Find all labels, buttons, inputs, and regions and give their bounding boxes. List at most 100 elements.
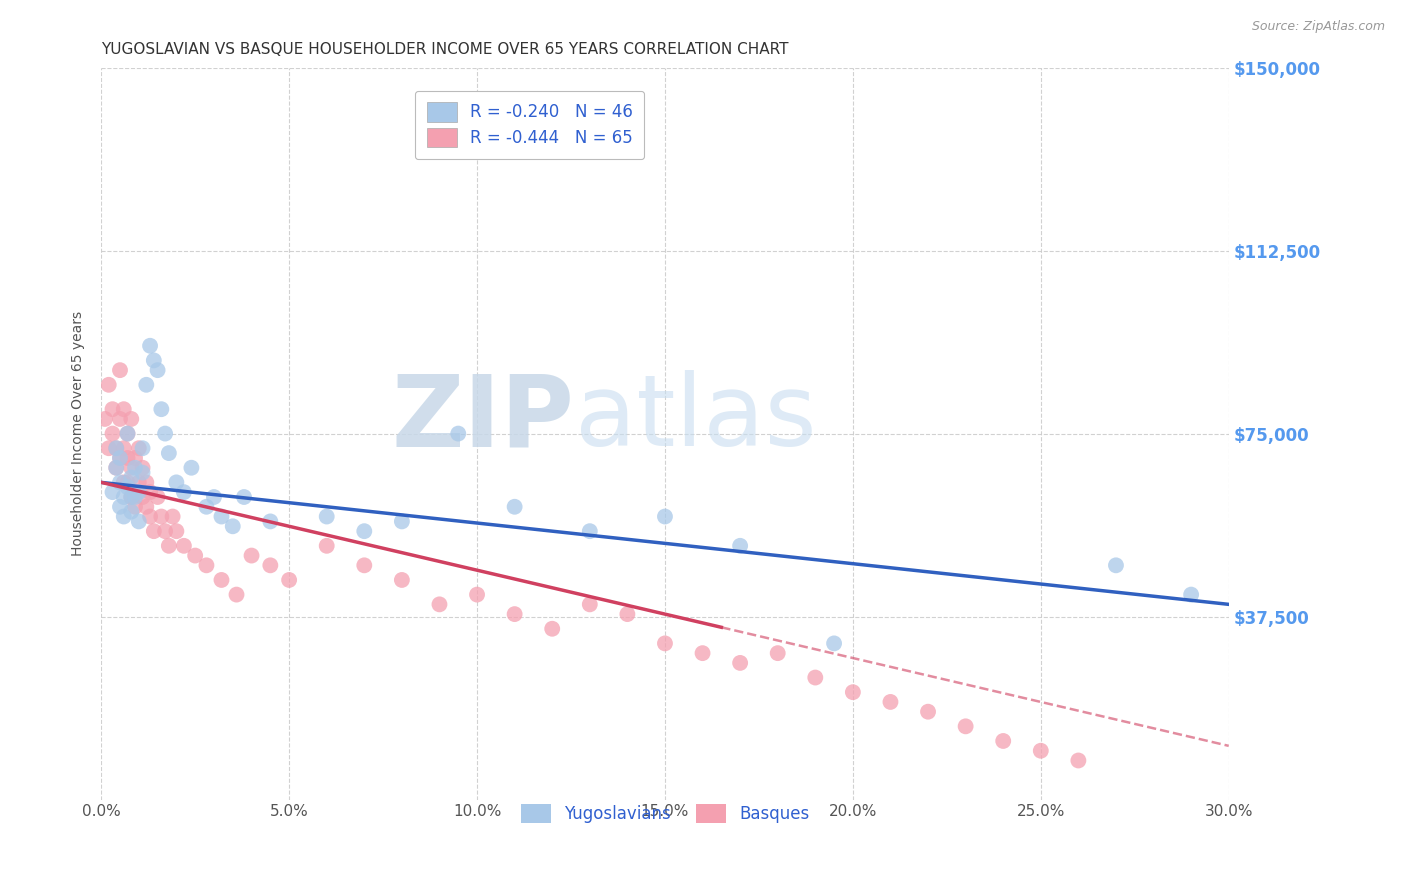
Point	[353, 524, 375, 538]
Point	[97, 377, 120, 392]
Point	[993, 734, 1015, 748]
Point	[128, 475, 150, 490]
Point	[112, 509, 135, 524]
Point	[101, 426, 124, 441]
Point	[842, 685, 865, 699]
Point	[108, 450, 131, 465]
Point	[278, 573, 301, 587]
Point	[120, 490, 142, 504]
Y-axis label: Householder Income Over 65 years: Householder Income Over 65 years	[72, 311, 86, 556]
Point	[315, 539, 337, 553]
Point	[728, 539, 751, 553]
Point	[1029, 744, 1052, 758]
Point	[117, 450, 139, 465]
Point	[101, 485, 124, 500]
Point	[766, 646, 789, 660]
Point	[97, 441, 120, 455]
Point	[131, 466, 153, 480]
Point	[391, 573, 413, 587]
Point	[202, 490, 225, 504]
Point	[108, 363, 131, 377]
Text: atlas: atlas	[575, 370, 817, 467]
Point	[139, 339, 162, 353]
Point	[94, 412, 117, 426]
Point	[259, 558, 281, 573]
Point	[654, 509, 676, 524]
Point	[917, 705, 939, 719]
Point	[120, 505, 142, 519]
Point	[105, 460, 128, 475]
Point	[117, 426, 139, 441]
Text: ZIP: ZIP	[392, 370, 575, 467]
Point	[131, 441, 153, 455]
Point	[128, 441, 150, 455]
Point	[153, 524, 176, 538]
Point	[105, 441, 128, 455]
Point	[654, 636, 676, 650]
Point	[541, 622, 564, 636]
Point	[135, 475, 157, 490]
Legend: Yugoslavians, Basques: Yugoslavians, Basques	[509, 792, 821, 835]
Point	[211, 573, 233, 587]
Point	[195, 558, 218, 573]
Point	[108, 450, 131, 465]
Point	[135, 500, 157, 514]
Point	[503, 607, 526, 621]
Point	[1067, 754, 1090, 768]
Point	[120, 412, 142, 426]
Point	[124, 460, 146, 475]
Point	[146, 363, 169, 377]
Point	[180, 460, 202, 475]
Point	[1105, 558, 1128, 573]
Point	[195, 500, 218, 514]
Point	[146, 490, 169, 504]
Point	[804, 671, 827, 685]
Point	[391, 515, 413, 529]
Point	[108, 500, 131, 514]
Point	[1180, 588, 1202, 602]
Point	[465, 588, 488, 602]
Point	[157, 446, 180, 460]
Point	[879, 695, 901, 709]
Point	[823, 636, 845, 650]
Point	[233, 490, 256, 504]
Point	[173, 485, 195, 500]
Point	[578, 524, 600, 538]
Point	[153, 426, 176, 441]
Point	[162, 509, 184, 524]
Point	[157, 539, 180, 553]
Point	[692, 646, 714, 660]
Point	[120, 490, 142, 504]
Point	[105, 460, 128, 475]
Point	[150, 402, 173, 417]
Point	[139, 485, 162, 500]
Point	[315, 509, 337, 524]
Point	[124, 490, 146, 504]
Point	[128, 515, 150, 529]
Point	[173, 539, 195, 553]
Point	[112, 441, 135, 455]
Point	[353, 558, 375, 573]
Point	[142, 524, 165, 538]
Point	[120, 460, 142, 475]
Point	[135, 377, 157, 392]
Point	[240, 549, 263, 563]
Text: YUGOSLAVIAN VS BASQUE HOUSEHOLDER INCOME OVER 65 YEARS CORRELATION CHART: YUGOSLAVIAN VS BASQUE HOUSEHOLDER INCOME…	[101, 42, 789, 57]
Point	[131, 460, 153, 475]
Point	[222, 519, 245, 533]
Point	[112, 402, 135, 417]
Point	[728, 656, 751, 670]
Point	[105, 441, 128, 455]
Point	[117, 475, 139, 490]
Point	[108, 412, 131, 426]
Point	[120, 470, 142, 484]
Point	[211, 509, 233, 524]
Point	[112, 490, 135, 504]
Point	[259, 515, 281, 529]
Point	[128, 485, 150, 500]
Point	[447, 426, 470, 441]
Point	[124, 450, 146, 465]
Point	[108, 475, 131, 490]
Point	[225, 588, 247, 602]
Point	[117, 426, 139, 441]
